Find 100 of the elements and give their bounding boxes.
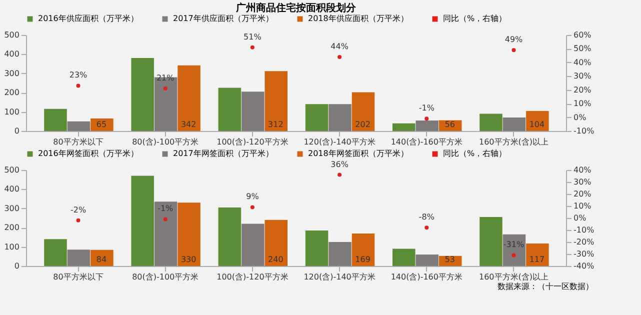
- data-label: 104: [529, 120, 545, 129]
- x-tick-label: 160平方米(含)以上: [478, 272, 548, 282]
- data-label: 49%: [504, 35, 524, 44]
- point: [424, 226, 429, 230]
- data-label: 84: [96, 255, 107, 264]
- y-tick-label: 200: [4, 223, 20, 232]
- bar: [218, 88, 242, 131]
- x-tick-label: 80平方米以下: [53, 138, 104, 146]
- bar: [154, 202, 178, 266]
- data-label: -1%: [418, 104, 435, 113]
- legend-label: 同比（%，右轴）: [443, 149, 507, 158]
- bar: [264, 220, 288, 266]
- data-label: 9%: [246, 192, 260, 202]
- y2-tick-label: 20%: [574, 190, 592, 198]
- y2-tick-label: 20%: [574, 85, 592, 94]
- source-note: 数据来源：（十一区数据）: [498, 282, 594, 291]
- y-tick-label: 100: [4, 242, 20, 252]
- bar: [352, 92, 375, 131]
- legend-label: 2017年网签面积（万平米）: [173, 149, 274, 158]
- y2-tick-label: -30%: [574, 250, 595, 258]
- data-label: 117: [529, 255, 545, 264]
- data-label: -1%: [158, 204, 174, 214]
- y2-tick-label: 30%: [574, 178, 592, 186]
- y2-tick-label: -10%: [574, 126, 595, 136]
- bar: [178, 202, 200, 266]
- y2-tick-label: 0%: [574, 214, 587, 222]
- bar: [416, 120, 438, 131]
- data-label: -31%: [503, 240, 524, 250]
- y-tick-label: 100: [4, 107, 20, 116]
- bar: [242, 224, 264, 266]
- data-label: 342: [180, 120, 196, 129]
- legend-label: 2017年供应面积（万平米）: [173, 14, 274, 23]
- bar: [305, 104, 328, 131]
- y2-tick-label: 0%: [574, 112, 587, 122]
- x-tick-label: 140(含)-160平方米: [390, 138, 462, 146]
- y2-tick-label: 10%: [574, 99, 592, 108]
- bar: [526, 111, 549, 131]
- legend-label: 2018年供应面积（万平米）: [308, 14, 408, 23]
- x-tick-label: 80平方米以下: [53, 272, 104, 282]
- point: [512, 253, 516, 258]
- legend-label: 同比（%，右轴）: [443, 14, 507, 23]
- bar: [242, 92, 264, 131]
- data-label: 23%: [69, 70, 88, 80]
- y-tick-label: 0: [14, 126, 20, 136]
- point: [250, 45, 254, 50]
- bar: [328, 242, 352, 266]
- y2-tick-label: 60%: [574, 30, 592, 40]
- y2-tick-label: 10%: [574, 202, 592, 210]
- point: [424, 116, 429, 121]
- data-label: 202: [355, 120, 370, 129]
- legend-label: 2018年网签面积（万平米）: [308, 149, 408, 158]
- y2-tick-label: -40%: [574, 262, 595, 270]
- x-tick-label: 160平方米(含)以上: [478, 138, 548, 146]
- y2-tick-label: -20%: [574, 238, 595, 246]
- bar: [480, 217, 502, 266]
- point: [76, 84, 80, 88]
- y-tick-label: 200: [4, 88, 20, 98]
- bar: [218, 207, 242, 266]
- x-tick-label: 80(含)-100平方米: [132, 272, 199, 282]
- bar: [178, 65, 200, 131]
- legend-label: 2016年网签面积（万平米）: [38, 149, 138, 158]
- bar: [264, 71, 288, 131]
- x-tick-label: 100(含)-120平方米: [216, 272, 288, 282]
- data-label: 312: [268, 120, 284, 129]
- bar: [526, 244, 549, 266]
- x-tick-label: 100(含)-120平方米: [216, 138, 288, 146]
- point: [338, 54, 342, 59]
- x-tick-label: 140(含)-160平方米: [390, 272, 462, 282]
- bar: [131, 176, 154, 266]
- data-label: 240: [268, 255, 284, 264]
- point: [512, 48, 516, 52]
- y-tick-label: 400: [4, 50, 20, 59]
- bar: [67, 121, 90, 131]
- data-label: 65: [96, 120, 107, 129]
- bar: [502, 234, 526, 266]
- point: [338, 172, 342, 177]
- y-tick-label: 0: [14, 262, 20, 270]
- data-label: 330: [180, 255, 196, 264]
- bar: [44, 108, 67, 131]
- y-tick-label: 300: [4, 68, 20, 78]
- data-label: 169: [355, 255, 370, 264]
- bar: [67, 250, 90, 266]
- data-label: 51%: [244, 32, 262, 42]
- bar: [502, 118, 526, 131]
- y2-tick-label: 50%: [574, 44, 592, 54]
- bar: [392, 248, 416, 266]
- bar: [90, 250, 114, 266]
- data-label: 53: [444, 255, 455, 264]
- point: [76, 218, 80, 222]
- x-tick-label: 120(含)-140平方米: [304, 138, 376, 146]
- data-label: 44%: [330, 42, 349, 51]
- legend-label: 2016年供应面积（万平米）: [38, 14, 138, 23]
- x-tick-label: 80(含)-100平方米: [132, 138, 199, 146]
- y2-tick-label: 30%: [574, 72, 592, 81]
- y-tick-label: 400: [4, 184, 20, 194]
- bar: [305, 230, 328, 266]
- chart-title: 广州商品住宅按面积段划分: [235, 2, 357, 14]
- x-tick-label: 120(含)-140平方米: [304, 272, 376, 282]
- point: [163, 86, 168, 90]
- data-label: -2%: [70, 205, 86, 214]
